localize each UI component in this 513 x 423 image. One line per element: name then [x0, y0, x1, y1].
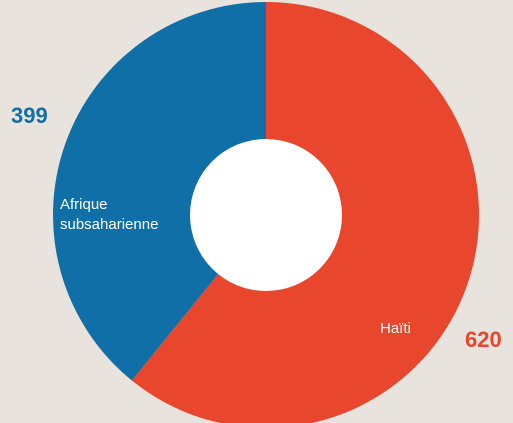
slice-label-afrique-line-1: Afrique: [60, 196, 108, 213]
donut-hole: [190, 139, 342, 291]
value-label-afrique-subsaharienne: 399: [11, 103, 48, 128]
slice-label-haiti: Haïti: [380, 320, 411, 337]
slice-label-haiti-line-1: Haïti: [380, 320, 411, 337]
slice-label-afrique-subsaharienne: Afrique subsaharienne: [60, 196, 158, 233]
value-label-haiti: 620: [465, 327, 502, 352]
slice-afrique-subsaharienne: [52, 2, 266, 381]
slice-label-afrique-line-2: subsaharienne: [60, 216, 158, 233]
